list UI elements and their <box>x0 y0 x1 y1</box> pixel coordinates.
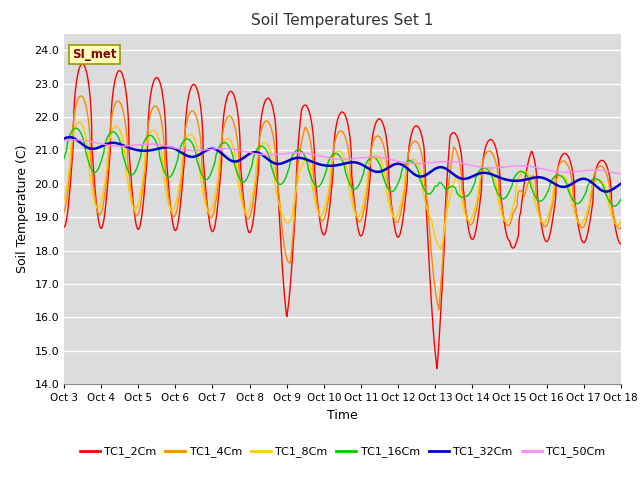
Text: SI_met: SI_met <box>72 48 117 61</box>
TC1_50Cm <box>316 153 324 159</box>
TC1_2Cm <box>601 160 609 166</box>
TC1_16Cm <box>60 156 68 161</box>
TC1_32Cm <box>60 136 68 142</box>
Line: TC1_8Cm: TC1_8Cm <box>64 122 621 249</box>
Line: TC1_4Cm: TC1_4Cm <box>64 96 621 310</box>
Legend: TC1_2Cm, TC1_4Cm, TC1_8Cm, TC1_16Cm, TC1_32Cm, TC1_50Cm: TC1_2Cm, TC1_4Cm, TC1_8Cm, TC1_16Cm, TC1… <box>76 442 609 462</box>
TC1_4Cm <box>331 138 339 144</box>
X-axis label: Time: Time <box>327 408 358 421</box>
TC1_4Cm <box>60 209 68 215</box>
TC1_8Cm <box>76 119 83 125</box>
TC1_4Cm <box>617 225 625 231</box>
TC1_16Cm <box>331 151 339 156</box>
TC1_32Cm <box>316 162 324 168</box>
TC1_16Cm <box>89 168 97 174</box>
TC1_4Cm <box>77 93 85 99</box>
TC1_2Cm <box>89 156 97 161</box>
TC1_2Cm <box>316 221 324 227</box>
TC1_16Cm <box>316 182 324 188</box>
TC1_8Cm <box>601 183 609 189</box>
TC1_8Cm <box>331 152 339 157</box>
TC1_50Cm <box>617 171 625 177</box>
TC1_16Cm <box>601 189 609 194</box>
TC1_50Cm <box>331 156 339 162</box>
TC1_50Cm <box>601 168 609 174</box>
TC1_2Cm <box>331 131 339 136</box>
TC1_8Cm <box>617 219 625 225</box>
TC1_8Cm <box>602 184 609 190</box>
TC1_32Cm <box>617 181 625 187</box>
TC1_32Cm <box>89 146 97 152</box>
TC1_2Cm <box>602 160 609 166</box>
TC1_16Cm <box>617 197 625 203</box>
TC1_16Cm <box>611 203 618 209</box>
TC1_8Cm <box>89 190 97 196</box>
Title: Soil Temperatures Set 1: Soil Temperatures Set 1 <box>252 13 433 28</box>
TC1_32Cm <box>331 163 339 168</box>
TC1_50Cm <box>60 138 68 144</box>
TC1_4Cm <box>316 215 324 221</box>
TC1_50Cm <box>601 168 609 174</box>
TC1_16Cm <box>601 187 609 193</box>
TC1_2Cm <box>60 224 68 230</box>
TC1_4Cm <box>435 307 443 312</box>
TC1_4Cm <box>601 168 609 173</box>
TC1_8Cm <box>316 213 324 218</box>
TC1_50Cm <box>499 164 506 170</box>
TC1_50Cm <box>71 137 79 143</box>
TC1_2Cm <box>433 366 441 372</box>
Y-axis label: Soil Temperature (C): Soil Temperature (C) <box>16 144 29 273</box>
TC1_8Cm <box>60 198 68 204</box>
Line: TC1_50Cm: TC1_50Cm <box>64 140 621 174</box>
TC1_32Cm <box>66 134 74 140</box>
TC1_32Cm <box>601 189 609 194</box>
TC1_2Cm <box>79 61 86 67</box>
TC1_2Cm <box>617 241 625 247</box>
Line: TC1_2Cm: TC1_2Cm <box>64 64 621 369</box>
TC1_50Cm <box>89 139 97 145</box>
Line: TC1_16Cm: TC1_16Cm <box>64 128 621 206</box>
TC1_4Cm <box>602 168 609 174</box>
Line: TC1_32Cm: TC1_32Cm <box>64 137 621 192</box>
TC1_32Cm <box>499 176 506 181</box>
TC1_8Cm <box>499 215 507 221</box>
TC1_16Cm <box>72 125 79 131</box>
TC1_4Cm <box>499 211 507 216</box>
TC1_32Cm <box>602 189 610 194</box>
TC1_8Cm <box>437 246 445 252</box>
TC1_4Cm <box>89 176 97 181</box>
TC1_2Cm <box>499 211 507 216</box>
TC1_16Cm <box>499 196 506 202</box>
TC1_32Cm <box>601 189 609 194</box>
